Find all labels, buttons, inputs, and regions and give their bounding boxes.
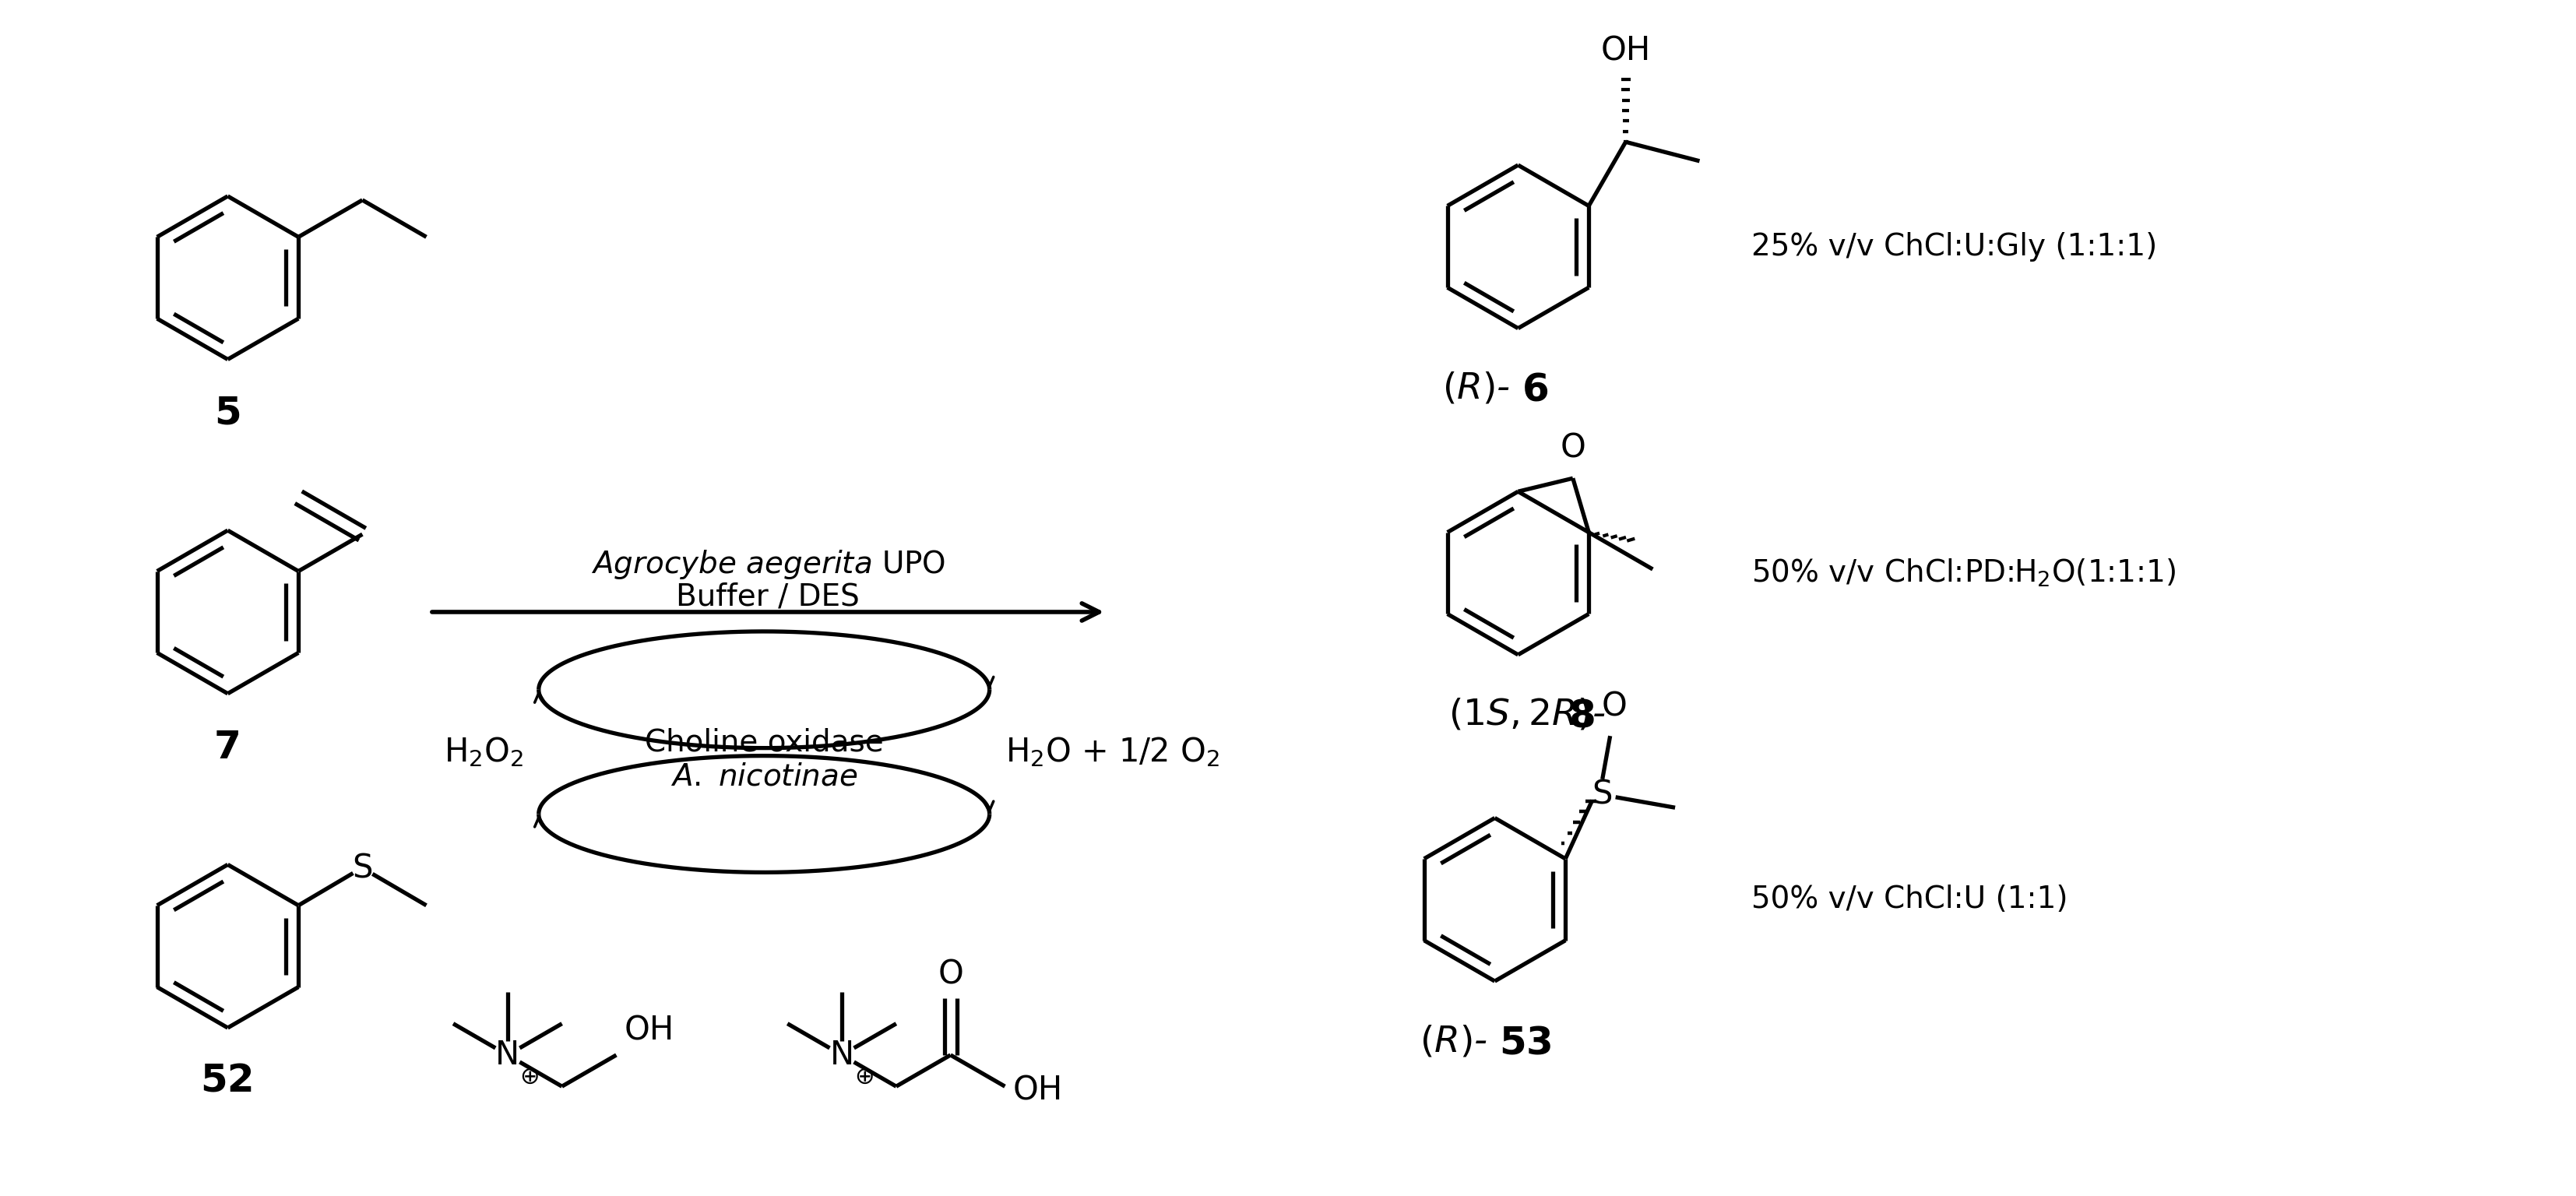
Text: S: S: [1592, 779, 1613, 811]
Text: N: N: [495, 1038, 520, 1072]
Text: Buffer / DES: Buffer / DES: [675, 582, 860, 612]
Text: $\mathbf{53}$: $\mathbf{53}$: [1499, 1024, 1551, 1061]
Text: Choline oxidase
$\mathit{A.\ nicotinae}$: Choline oxidase $\mathit{A.\ nicotinae}$: [644, 727, 884, 792]
Text: O: O: [938, 958, 963, 990]
Text: $\mathbf{6}$: $\mathbf{6}$: [1522, 371, 1548, 408]
Text: $\oplus$: $\oplus$: [520, 1066, 538, 1088]
Text: OH: OH: [1012, 1074, 1064, 1106]
Text: H$_2$O$_2$: H$_2$O$_2$: [443, 736, 523, 769]
Text: 50% v/v ChCl:U (1:1): 50% v/v ChCl:U (1:1): [1752, 885, 2069, 915]
Text: H$_2$O + 1/2 O$_2$: H$_2$O + 1/2 O$_2$: [1005, 736, 1218, 769]
Text: $\mathbf{8}$: $\mathbf{8}$: [1569, 697, 1595, 734]
Text: O: O: [1602, 690, 1628, 722]
Text: N: N: [829, 1038, 853, 1072]
Text: $\mathit{Agrocybe\ aegerita}$ UPO: $\mathit{Agrocybe\ aegerita}$ UPO: [590, 548, 945, 581]
Text: OH: OH: [1600, 35, 1651, 67]
Text: 7: 7: [214, 728, 242, 765]
Text: OH: OH: [623, 1014, 675, 1048]
Text: $(1S,2R)$-: $(1S,2R)$-: [1448, 697, 1605, 732]
Text: O: O: [1561, 432, 1587, 464]
Text: $\oplus$: $\oplus$: [855, 1066, 873, 1088]
Text: 50% v/v ChCl:PD:H$_2$O(1:1:1): 50% v/v ChCl:PD:H$_2$O(1:1:1): [1752, 557, 2177, 588]
Text: $(R)$-: $(R)$-: [1419, 1024, 1486, 1058]
Text: 52: 52: [201, 1063, 255, 1100]
Text: 5: 5: [214, 395, 242, 432]
Text: S: S: [353, 852, 374, 885]
Text: $(R)$-: $(R)$-: [1443, 371, 1510, 407]
Text: 25% v/v ChCl:U:Gly (1:1:1): 25% v/v ChCl:U:Gly (1:1:1): [1752, 232, 2156, 262]
